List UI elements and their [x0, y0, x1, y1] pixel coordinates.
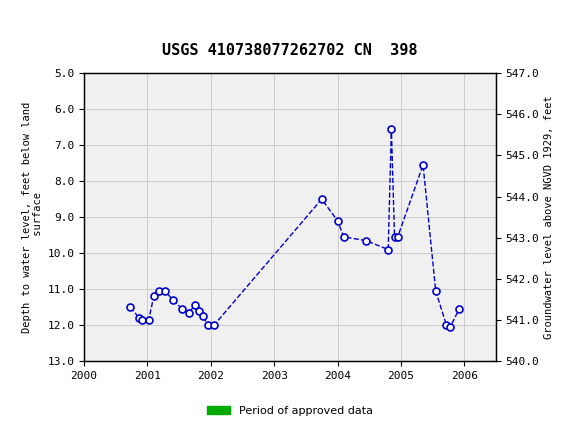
Bar: [322, 362, 464, 366]
Y-axis label: Groundwater level above NGVD 1929, feet: Groundwater level above NGVD 1929, feet: [543, 95, 553, 339]
Text: USGS 410738077262702 CN  398: USGS 410738077262702 CN 398: [162, 43, 418, 58]
Bar: [130, 362, 216, 366]
Y-axis label: Depth to water level, feet below land
 surface: Depth to water level, feet below land su…: [21, 101, 44, 333]
Text: ≡USGS: ≡USGS: [9, 17, 63, 35]
Legend: Period of approved data: Period of approved data: [203, 401, 377, 420]
